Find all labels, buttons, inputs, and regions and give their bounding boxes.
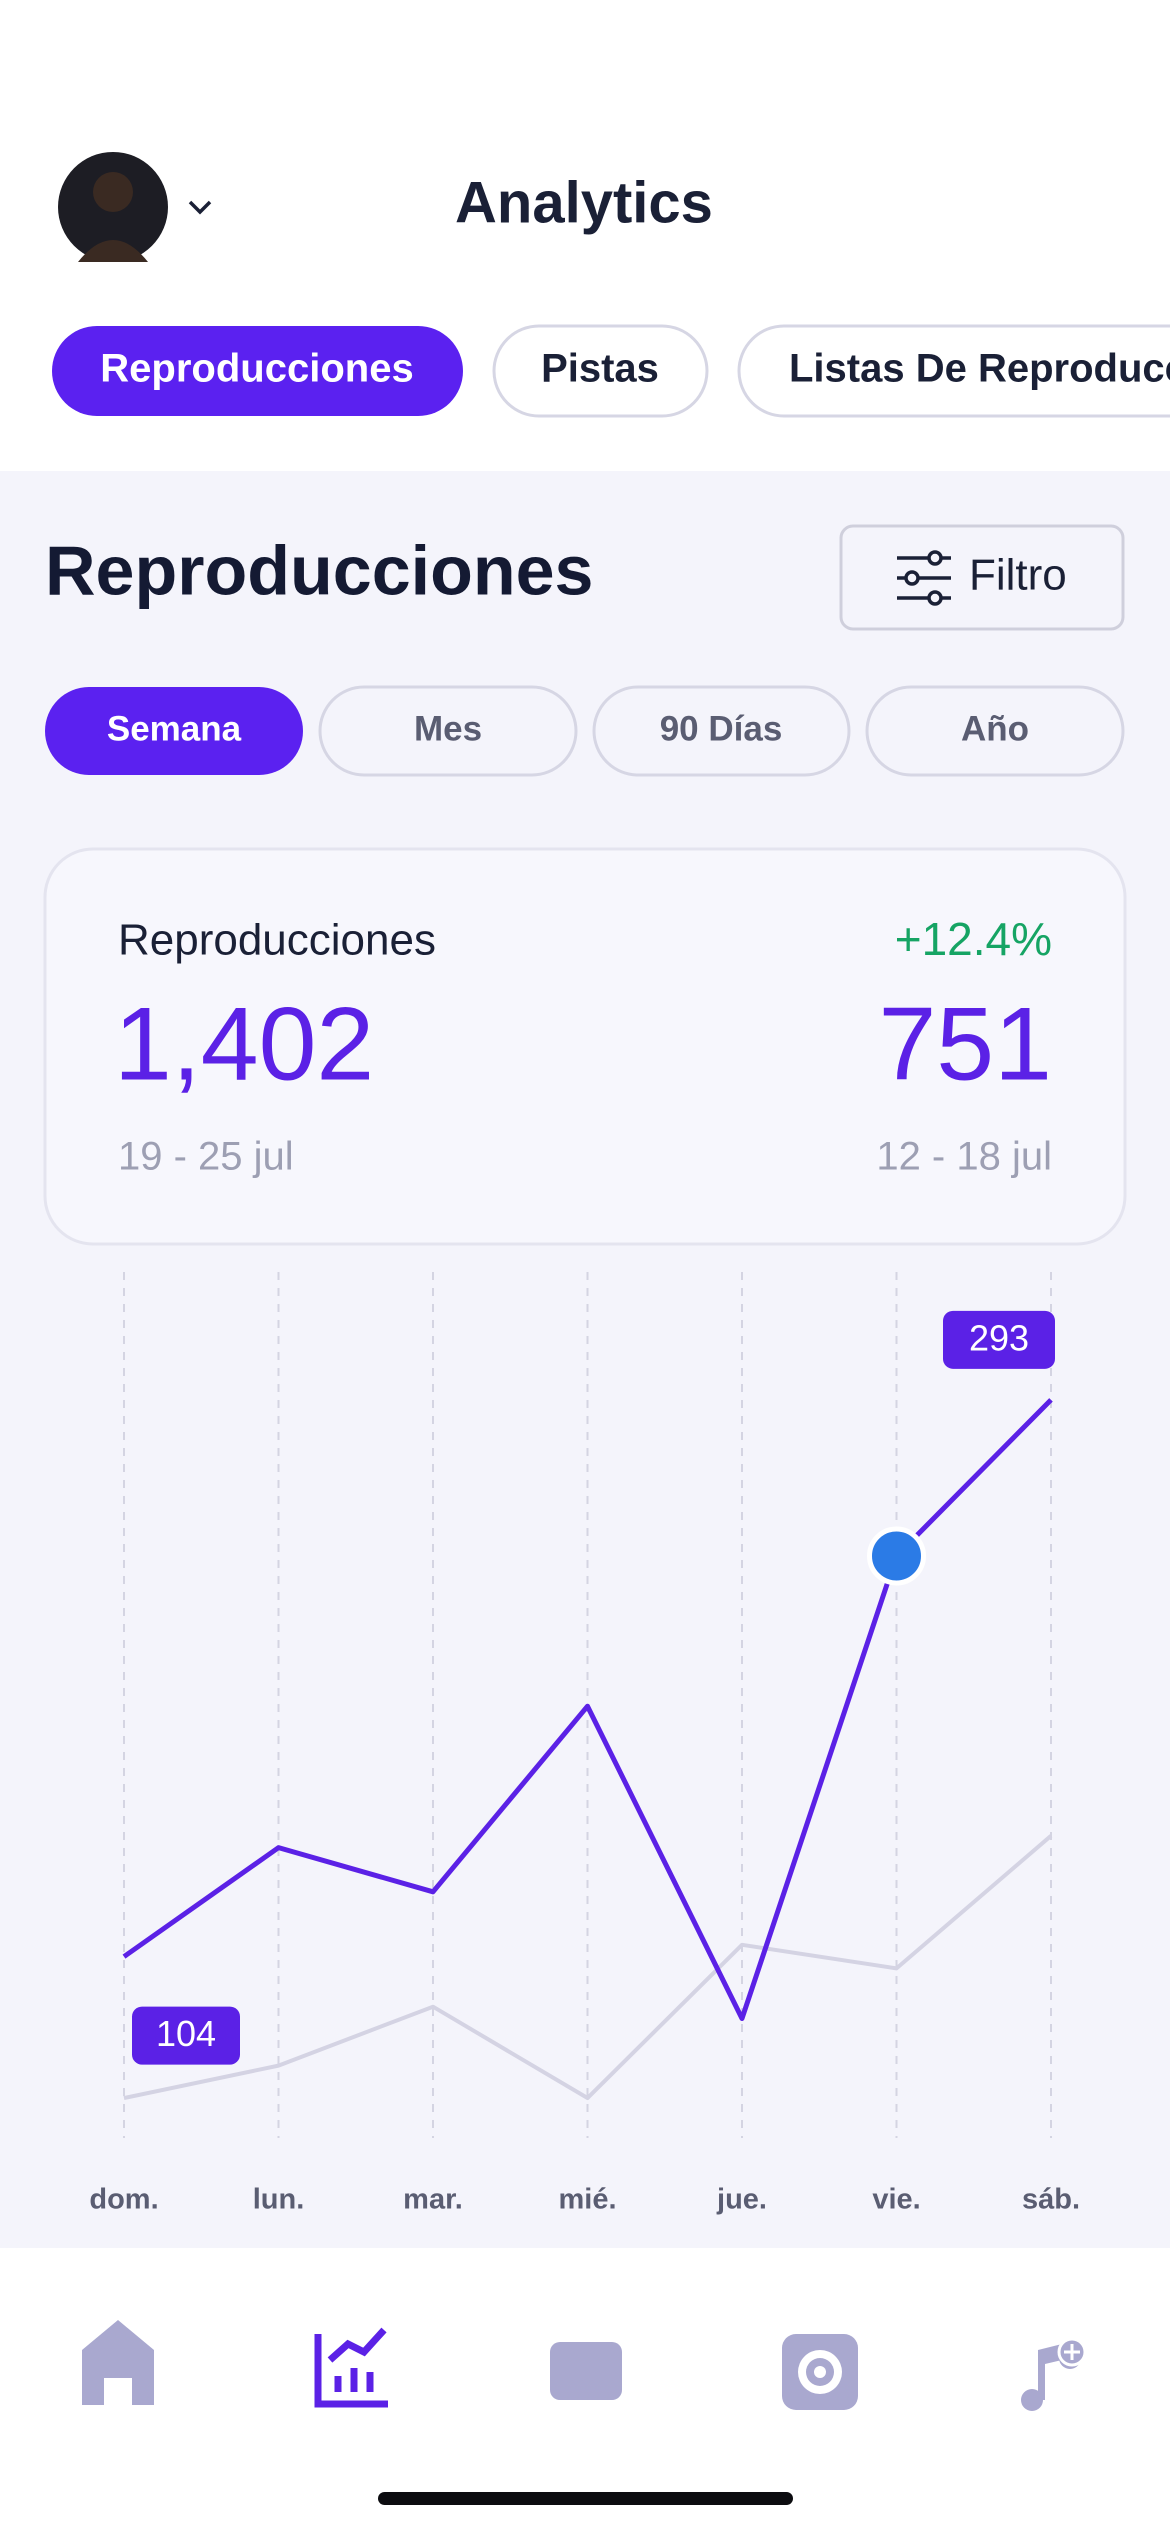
period-label: 90 Días [660, 709, 783, 748]
x-tick-label: jue. [716, 2184, 767, 2216]
current-total: 1,402 [114, 986, 374, 1102]
period-label: Año [961, 709, 1029, 748]
nav-analytics[interactable] [314, 2327, 388, 2408]
home-indicator [378, 2492, 793, 2505]
x-tick-label: mié. [558, 2184, 616, 2216]
value-label: 293 [969, 1317, 1029, 1358]
nav-home[interactable] [82, 2320, 154, 2405]
value-badge [132, 2006, 240, 2065]
x-tick-label: dom. [89, 2184, 158, 2216]
avatar-face [93, 172, 133, 212]
nav-music-ring [814, 2366, 826, 2378]
tab[interactable] [492, 324, 709, 418]
avatar-body [78, 240, 148, 262]
series-line [123, 1834, 1053, 2101]
tab-label: Listas De Reproducciones [789, 347, 1170, 391]
value-label: 104 [156, 2013, 216, 2054]
previous-total: 751 [878, 986, 1052, 1102]
summary-card [43, 847, 1127, 1246]
nav-upload[interactable] [1021, 2337, 1087, 2411]
nav-upload-plus [1064, 2344, 1080, 2360]
x-tick-label: mar. [403, 2184, 463, 2216]
nav-wallet[interactable] [550, 2342, 622, 2400]
filter-label: Filtro [969, 551, 1067, 600]
value-badge [943, 1310, 1055, 1369]
tab-active[interactable] [52, 326, 463, 416]
period-label: Mes [414, 709, 482, 748]
x-tick-label: lun. [253, 2184, 305, 2216]
chart: dom. lun. mar. mié. jue. vie. sáb. 104 293 [89, 1272, 1080, 2216]
tab-label: Pistas [541, 347, 659, 391]
current-range: 19 - 25 jul [118, 1135, 294, 1179]
tab[interactable] [737, 324, 1170, 418]
summary-label: Reproducciones [118, 916, 436, 965]
summary-change: +12.4% [895, 913, 1052, 965]
period-active[interactable] [45, 687, 303, 775]
tab-label: Reproducciones [100, 347, 413, 391]
chevron[interactable] [188, 200, 212, 215]
period[interactable] [592, 685, 851, 777]
filter-button[interactable] [839, 524, 1125, 631]
selected-point [867, 1526, 926, 1586]
x-tick-label: vie. [872, 2184, 920, 2216]
previous-range: 12 - 18 jul [876, 1135, 1052, 1179]
x-tick-label: sáb. [1022, 2184, 1080, 2216]
header-title: Analytics [455, 170, 713, 235]
period-label: Semana [107, 709, 242, 748]
period[interactable] [318, 685, 578, 777]
filter-icon [897, 550, 951, 606]
period[interactable] [865, 685, 1125, 777]
section-title: Reproducciones [45, 531, 593, 609]
